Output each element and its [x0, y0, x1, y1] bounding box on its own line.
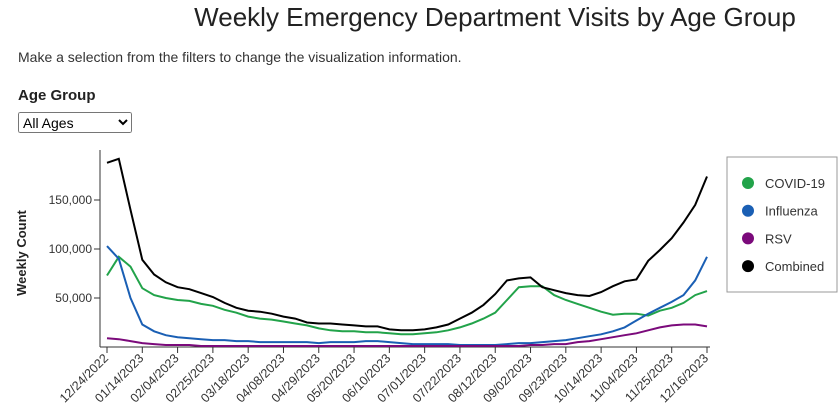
age-group-select[interactable]: All Ages: [18, 112, 132, 133]
chart-title: Weekly Emergency Department Visits by Ag…: [194, 2, 796, 32]
legend-marker: [742, 232, 754, 245]
y-tick-label: 100,000: [49, 242, 93, 256]
instruction: Make a selection from the filters to cha…: [18, 49, 462, 65]
series-line: [106, 245, 708, 346]
legend-label: RSV: [765, 231, 792, 246]
filter-label: Age Group: [18, 87, 96, 104]
y-tick-label: 150,000: [49, 193, 93, 207]
legend-label: Combined: [765, 259, 824, 274]
series-line: [106, 255, 708, 336]
y-tick-label: 50,000: [55, 291, 92, 305]
legend-marker: [742, 260, 754, 273]
legend-marker: [742, 204, 754, 217]
y-axis-label: Weekly Count: [14, 209, 29, 295]
legend-marker: [742, 177, 754, 189]
legend-label: COVID-19: [765, 176, 825, 191]
series-line: [106, 323, 708, 347]
series-line: [106, 157, 708, 332]
legend-label: Influenza: [765, 204, 819, 219]
